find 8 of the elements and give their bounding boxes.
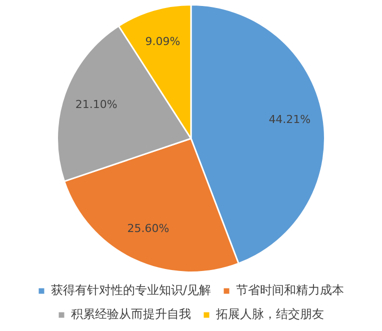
data-label: 21.10% [75, 98, 118, 112]
legend-label: 拓展人脉，结交朋友 [215, 307, 324, 322]
legend-label: 节省时间和精力成本 [236, 283, 344, 298]
data-label: 25.60% [127, 222, 170, 236]
legend-label: 积累经验从而提升自我 [71, 307, 191, 322]
data-label: 44.21% [268, 113, 311, 126]
legend-label: 获得有针对性的专业知识/见解 [50, 283, 212, 298]
data-label: 9.09% [145, 35, 180, 48]
